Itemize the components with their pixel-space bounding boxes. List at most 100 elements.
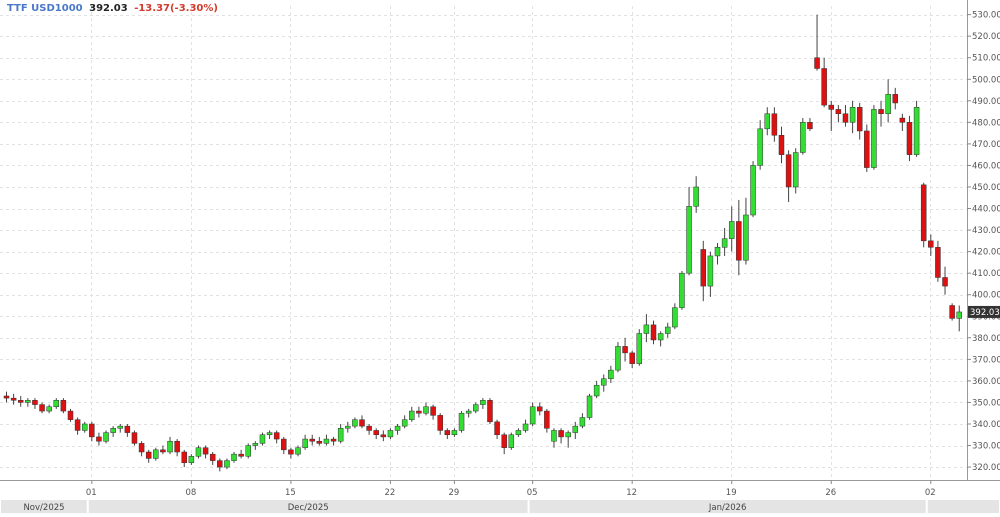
candle-up [636,329,643,366]
candle-body [281,438,287,451]
candle-body [89,423,95,438]
candle-body [821,68,827,106]
candle-body [508,434,515,448]
price-tick-label: 400.00 [972,291,1000,301]
candle-body [643,324,650,334]
candle-down [544,408,550,433]
candle-body [3,395,10,399]
candle-up [252,441,259,450]
candle-down [281,436,287,455]
candle-up [345,421,351,433]
candle-body [572,425,579,433]
candle-up [707,251,714,297]
period-label: Dec/2025 [288,503,329,513]
candle-up [686,186,692,276]
candle-down [778,126,785,164]
time-tick-label: 15 [285,488,296,498]
candle-body [10,397,17,401]
candle-down [209,451,216,465]
price-tick-label: 470.00 [972,140,1000,150]
candle-up [529,402,536,427]
candle-body [444,430,451,436]
candle-up [885,79,891,123]
price-tick-label: 420.00 [972,248,1000,258]
candle-body [650,324,657,341]
candle-down [892,87,898,110]
candle-up [913,100,920,157]
candle-down [807,118,813,131]
candle-down [864,124,870,172]
candle-down [935,240,941,282]
candle-up [465,408,472,418]
candle-body [885,94,891,114]
candle-body [110,428,116,433]
candle-up [714,243,721,265]
candle-body [515,430,522,436]
candle-down [501,432,507,455]
candle-up [579,413,586,429]
candle-body [807,122,813,130]
candle-body [785,154,792,188]
price-tick-label: 370.00 [972,355,1000,365]
ticker-last-price: 392.03 [89,3,128,14]
candle-body [935,247,941,278]
candle-down [622,337,628,362]
candle-up [551,428,557,448]
candle-up [792,148,799,194]
price-tick-label: 510.00 [972,54,1000,64]
candle-down [145,449,152,463]
candle-up [153,447,159,461]
candle-down [124,423,131,437]
candle-body [430,406,436,416]
candle-body [238,453,244,457]
candle-body [764,113,771,130]
candle-body [849,107,856,123]
candle-up [565,430,571,448]
candle-body [679,272,685,308]
period-band [88,500,528,513]
candle-down [138,441,145,457]
candle-body [686,206,692,274]
ticker-symbol[interactable]: TTF USD1000 [7,3,83,14]
candle-body [615,346,621,371]
candle-body [46,406,52,412]
price-tick-label: 480.00 [972,118,1000,128]
candle-body [750,165,756,216]
time-tick-label: 05 [527,488,538,498]
candle-up [188,454,195,465]
candle-up [643,314,650,343]
candle-up [515,428,522,437]
candle-up [871,105,877,170]
time-tick-label: 02 [925,488,936,498]
candle-down [373,428,379,440]
candle-down [814,14,820,71]
candle-down [3,391,10,403]
candle-down [835,105,842,123]
candle-down [416,406,422,418]
candle-up [81,421,88,433]
candle-down [174,439,180,457]
candle-body [39,404,45,412]
candle-body [160,449,166,453]
candle-down [96,432,102,446]
candle-body [672,307,678,328]
candle-body [124,425,131,433]
candle-body [337,428,344,442]
candle-body [437,415,443,431]
candle-body [53,400,60,407]
candle-body [494,421,500,436]
candle-down [928,234,934,256]
candle-down [217,458,223,472]
candle-down [878,100,884,127]
candle-body [537,406,543,412]
candle-up [110,426,116,437]
period-label: Jan/2026 [708,503,747,513]
candle-body [74,419,81,431]
candle-down [202,445,209,459]
candle-down [430,404,436,420]
candle-body [622,346,628,354]
grid-lines [0,6,967,480]
candle-body [743,214,749,261]
